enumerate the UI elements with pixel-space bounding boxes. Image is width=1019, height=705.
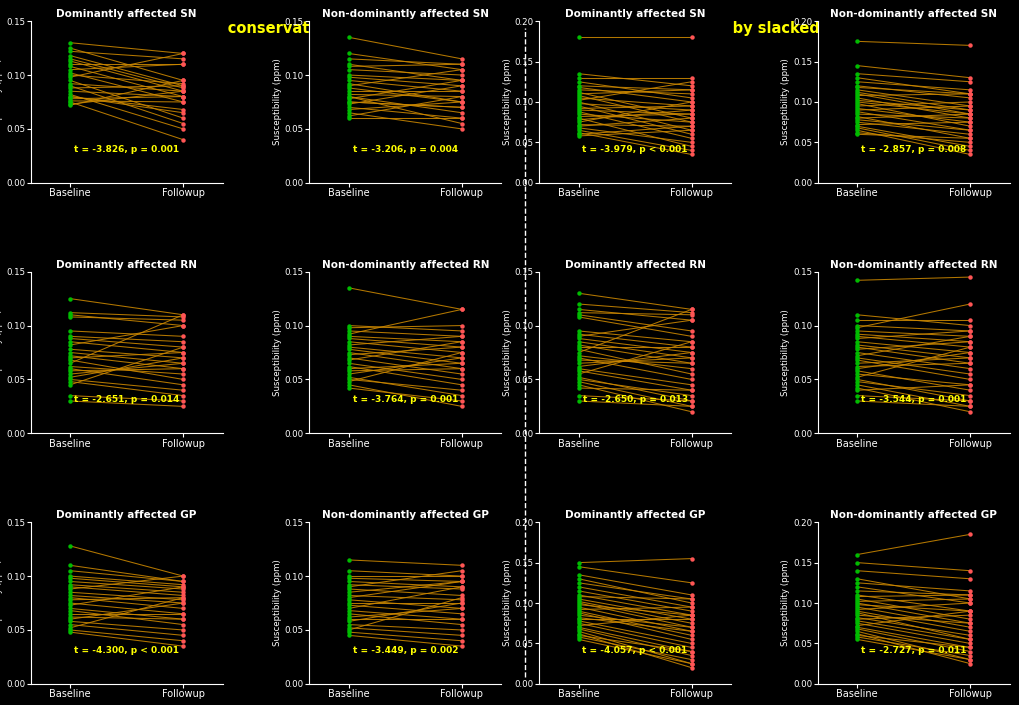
Y-axis label: Susceptibility (ppm): Susceptibility (ppm) bbox=[502, 309, 512, 396]
Y-axis label: Susceptibility (ppm): Susceptibility (ppm) bbox=[272, 560, 281, 646]
Text: B: B bbox=[543, 21, 559, 41]
Title: Non-dominantly affected SN: Non-dominantly affected SN bbox=[829, 9, 997, 19]
Title: Non-dominantly affected GP: Non-dominantly affected GP bbox=[322, 510, 488, 520]
Title: Dominantly affected RN: Dominantly affected RN bbox=[56, 259, 197, 269]
Text: t = -4.300, p < 0.001: t = -4.300, p < 0.001 bbox=[74, 646, 179, 655]
Title: Dominantly affected SN: Dominantly affected SN bbox=[565, 9, 705, 19]
Text: t = -2.727, p = 0.011: t = -2.727, p = 0.011 bbox=[860, 646, 966, 655]
Y-axis label: Susceptibility (ppm): Susceptibility (ppm) bbox=[272, 309, 281, 396]
Y-axis label: Susceptibility (ppm): Susceptibility (ppm) bbox=[0, 309, 3, 396]
Y-axis label: Susceptibility (ppm): Susceptibility (ppm) bbox=[781, 59, 790, 145]
Title: Non-dominantly affected RN: Non-dominantly affected RN bbox=[321, 259, 488, 269]
Y-axis label: Susceptibility (ppm): Susceptibility (ppm) bbox=[781, 560, 790, 646]
Text: Defined by slacked criteria: Defined by slacked criteria bbox=[662, 21, 884, 36]
Title: Dominantly affected GP: Dominantly affected GP bbox=[565, 510, 704, 520]
Title: Non-dominantly affected GP: Non-dominantly affected GP bbox=[829, 510, 997, 520]
Title: Non-dominantly affected RN: Non-dominantly affected RN bbox=[829, 259, 997, 269]
Text: t = -2.857, p = 0.008: t = -2.857, p = 0.008 bbox=[860, 145, 965, 154]
Y-axis label: Susceptibility (ppm): Susceptibility (ppm) bbox=[272, 59, 281, 145]
Text: t = -3.449, p = 0.002: t = -3.449, p = 0.002 bbox=[353, 646, 458, 655]
Text: t = -2.651, p = 0.014: t = -2.651, p = 0.014 bbox=[74, 396, 179, 404]
Title: Dominantly affected SN: Dominantly affected SN bbox=[56, 9, 197, 19]
Text: Defined by conservative criteria: Defined by conservative criteria bbox=[132, 21, 398, 36]
Text: t = -4.057, p < 0.001: t = -4.057, p < 0.001 bbox=[582, 646, 687, 655]
Title: Dominantly affected GP: Dominantly affected GP bbox=[56, 510, 197, 520]
Text: t = -3.544, p = 0.001: t = -3.544, p = 0.001 bbox=[860, 396, 965, 404]
Text: t = -3.979, p < 0.001: t = -3.979, p < 0.001 bbox=[582, 145, 687, 154]
Title: Non-dominantly affected SN: Non-dominantly affected SN bbox=[321, 9, 488, 19]
Title: Dominantly affected RN: Dominantly affected RN bbox=[565, 259, 705, 269]
Text: A: A bbox=[36, 21, 51, 41]
Text: t = -3.206, p = 0.004: t = -3.206, p = 0.004 bbox=[353, 145, 458, 154]
Y-axis label: Susceptibility (ppm): Susceptibility (ppm) bbox=[0, 560, 3, 646]
Text: t = -3.764, p = 0.001: t = -3.764, p = 0.001 bbox=[353, 396, 458, 404]
Text: t = -2.650, p = 0.013: t = -2.650, p = 0.013 bbox=[582, 396, 687, 404]
Y-axis label: Susceptibility (ppm): Susceptibility (ppm) bbox=[502, 560, 512, 646]
Y-axis label: Susceptibility (ppm): Susceptibility (ppm) bbox=[0, 59, 3, 145]
Text: t = -3.826, p = 0.001: t = -3.826, p = 0.001 bbox=[74, 145, 179, 154]
Y-axis label: Susceptibility (ppm): Susceptibility (ppm) bbox=[781, 309, 790, 396]
Y-axis label: Susceptibility (ppm): Susceptibility (ppm) bbox=[502, 59, 512, 145]
